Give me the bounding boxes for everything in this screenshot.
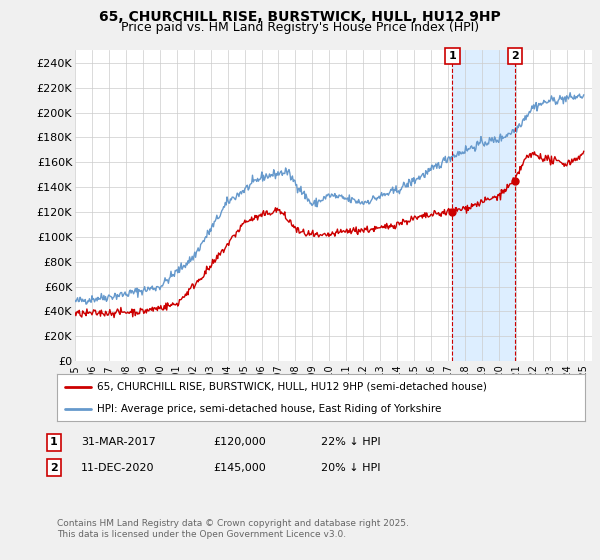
Text: 31-MAR-2017: 31-MAR-2017	[81, 437, 156, 447]
Text: 20% ↓ HPI: 20% ↓ HPI	[321, 463, 380, 473]
Text: 11-DEC-2020: 11-DEC-2020	[81, 463, 155, 473]
Text: 2: 2	[511, 51, 519, 61]
Text: 1: 1	[448, 51, 456, 61]
Text: HPI: Average price, semi-detached house, East Riding of Yorkshire: HPI: Average price, semi-detached house,…	[97, 404, 441, 414]
Text: 2: 2	[50, 463, 58, 473]
Text: Contains HM Land Registry data © Crown copyright and database right 2025.
This d: Contains HM Land Registry data © Crown c…	[57, 520, 409, 539]
Text: 65, CHURCHILL RISE, BURSTWICK, HULL, HU12 9HP (semi-detached house): 65, CHURCHILL RISE, BURSTWICK, HULL, HU1…	[97, 382, 487, 392]
Text: £120,000: £120,000	[213, 437, 266, 447]
Text: Price paid vs. HM Land Registry's House Price Index (HPI): Price paid vs. HM Land Registry's House …	[121, 21, 479, 35]
Text: 22% ↓ HPI: 22% ↓ HPI	[321, 437, 380, 447]
Text: 1: 1	[50, 437, 58, 447]
Bar	[452, 50, 515, 361]
Text: 65, CHURCHILL RISE, BURSTWICK, HULL, HU12 9HP: 65, CHURCHILL RISE, BURSTWICK, HULL, HU1…	[99, 10, 501, 24]
Text: £145,000: £145,000	[213, 463, 266, 473]
